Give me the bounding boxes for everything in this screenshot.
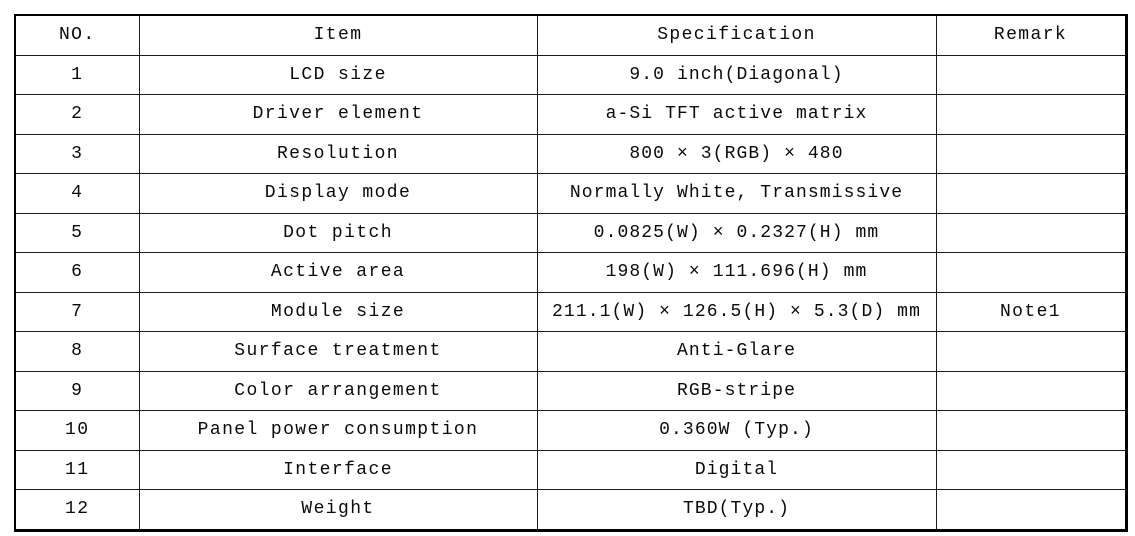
cell-item: Color arrangement: [138, 370, 538, 411]
table-row: 11 Interface Digital: [14, 449, 1127, 490]
cell-remark: Note1: [935, 291, 1127, 332]
general-specifications-table: NO. Item Specification Remark 1 LCD size…: [14, 14, 1128, 532]
cell-item: Weight: [138, 489, 538, 531]
table-row: 4 Display mode Normally White, Transmiss…: [14, 173, 1127, 214]
cell-no: 4: [14, 173, 140, 214]
header-remark: Remark: [935, 14, 1127, 56]
cell-no: 3: [14, 133, 140, 174]
cell-item: Resolution: [138, 133, 538, 174]
cell-spec: 0.0825(W) × 0.2327(H) mm: [536, 212, 937, 253]
cell-spec: Anti-Glare: [536, 331, 937, 372]
cell-item: Surface treatment: [138, 331, 538, 372]
cell-spec: 211.1(W) × 126.5(H) × 5.3(D) mm: [536, 291, 937, 332]
cell-no: 9: [14, 370, 140, 411]
cell-remark: [935, 449, 1127, 490]
table-row: 3 Resolution 800 × 3(RGB) × 480: [14, 133, 1127, 174]
cell-remark: [935, 489, 1127, 531]
table-row: 6 Active area 198(W) × 111.696(H) mm: [14, 252, 1127, 293]
cell-no: 8: [14, 331, 140, 372]
table-row: 10 Panel power consumption 0.360W (Typ.): [14, 410, 1127, 451]
cell-no: 10: [14, 410, 140, 451]
cell-item: Display mode: [138, 173, 538, 214]
header-no: NO.: [14, 14, 140, 56]
cell-remark: [935, 133, 1127, 174]
table-row: 12 Weight TBD(Typ.): [14, 489, 1127, 531]
table-row: 8 Surface treatment Anti-Glare: [14, 331, 1127, 372]
cell-spec: RGB-stripe: [536, 370, 937, 411]
header-item: Item: [138, 14, 538, 56]
cell-no: 11: [14, 449, 140, 490]
cell-remark: [935, 252, 1127, 293]
cell-item: Interface: [138, 449, 538, 490]
cell-no: 1: [14, 54, 140, 95]
table-row: 9 Color arrangement RGB-stripe: [14, 370, 1127, 411]
table-row: 2 Driver element a-Si TFT active matrix: [14, 94, 1127, 135]
table-row: 7 Module size 211.1(W) × 126.5(H) × 5.3(…: [14, 291, 1127, 332]
cell-no: 12: [14, 489, 140, 531]
cell-spec: 9.0 inch(Diagonal): [536, 54, 937, 95]
table-row: 5 Dot pitch 0.0825(W) × 0.2327(H) mm: [14, 212, 1127, 253]
cell-remark: [935, 370, 1127, 411]
header-row: NO. Item Specification Remark: [14, 14, 1127, 56]
cell-item: Dot pitch: [138, 212, 538, 253]
cell-remark: [935, 94, 1127, 135]
table-row: 1 LCD size 9.0 inch(Diagonal): [14, 54, 1127, 95]
cell-item: LCD size: [138, 54, 538, 95]
cell-item: Active area: [138, 252, 538, 293]
cell-spec: Digital: [536, 449, 937, 490]
cell-no: 7: [14, 291, 140, 332]
header-specification: Specification: [536, 14, 937, 56]
cell-spec: TBD(Typ.): [536, 489, 937, 531]
cell-no: 5: [14, 212, 140, 253]
cell-remark: [935, 173, 1127, 214]
cell-no: 6: [14, 252, 140, 293]
cell-remark: [935, 212, 1127, 253]
cell-spec: 0.360W (Typ.): [536, 410, 937, 451]
cell-spec: Normally White, Transmissive: [536, 173, 937, 214]
cell-item: Module size: [138, 291, 538, 332]
cell-remark: [935, 331, 1127, 372]
cell-item: Panel power consumption: [138, 410, 538, 451]
cell-spec: 800 × 3(RGB) × 480: [536, 133, 937, 174]
cell-spec: 198(W) × 111.696(H) mm: [536, 252, 937, 293]
cell-remark: [935, 410, 1127, 451]
cell-item: Driver element: [138, 94, 538, 135]
cell-remark: [935, 54, 1127, 95]
cell-no: 2: [14, 94, 140, 135]
cell-spec: a-Si TFT active matrix: [536, 94, 937, 135]
